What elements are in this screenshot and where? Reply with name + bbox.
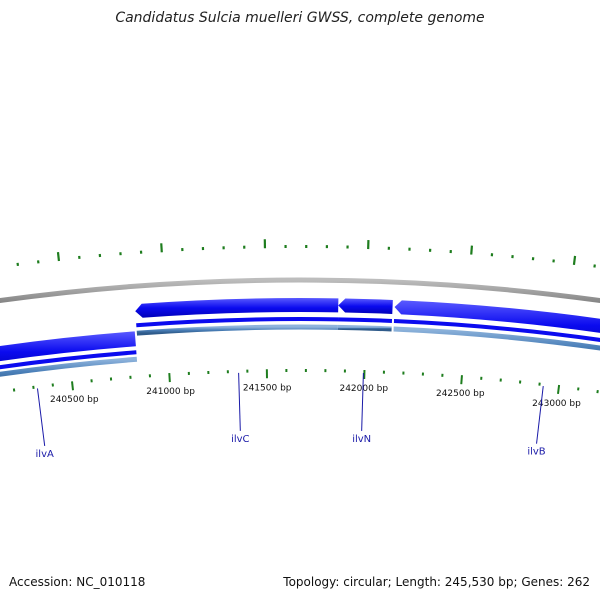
- backbone-ring: [0, 277, 600, 304]
- position-tick: [556, 384, 561, 395]
- position-label: 240500 bp: [50, 395, 99, 405]
- feature-labels: 240500 bp 241000 bp 241500 bp 242000 bp 2425…: [36, 372, 581, 460]
- gene-leader-line: [238, 372, 241, 431]
- gene-arrow: [394, 300, 600, 333]
- accession-label: Accession: NC_010118: [9, 575, 146, 589]
- gene-label: ilvA: [36, 449, 54, 460]
- gene-strand-line: [393, 319, 600, 342]
- gene-strand-line: [136, 317, 339, 328]
- cds-track: [337, 324, 392, 332]
- gene-arrow: [338, 298, 393, 314]
- gene-strand-line: [0, 350, 137, 370]
- position-tick: [460, 375, 463, 385]
- gc-tick: [470, 245, 474, 255]
- position-label: 243000 bp: [532, 399, 581, 409]
- position-label: 242500 bp: [436, 389, 485, 399]
- position-label: 241000 bp: [146, 387, 195, 397]
- cds-track: [136, 324, 338, 336]
- position-tick: [71, 381, 74, 391]
- gene-arrow: [0, 331, 136, 362]
- gene-leader-line: [361, 372, 364, 431]
- genome-summary: Topology: circular; Length: 245,530 bp; …: [283, 575, 590, 589]
- gene-label: ilvN: [352, 434, 371, 445]
- feature-tracks: [0, 277, 600, 377]
- gc-tick: [160, 243, 163, 253]
- gene-arrow: [135, 297, 339, 318]
- gene-strand-line: [337, 317, 393, 323]
- gc-tick: [56, 251, 61, 262]
- position-label: 241500 bp: [243, 383, 292, 393]
- position-tick: [168, 372, 171, 383]
- position-label: 242000 bp: [339, 384, 388, 394]
- gene-leader-line: [536, 386, 544, 444]
- map-title: Candidatus Sulcia muelleri GWSS, complet…: [115, 10, 485, 26]
- cds-track: [393, 326, 600, 351]
- gene-leader-line: [36, 388, 46, 447]
- position-tick-dots: [12, 369, 599, 395]
- gene-label: ilvB: [527, 447, 545, 458]
- gc-skew-ticks: [16, 239, 596, 268]
- cds-track: [0, 356, 138, 377]
- gc-tick: [572, 255, 577, 266]
- gene-label: ilvC: [231, 434, 249, 445]
